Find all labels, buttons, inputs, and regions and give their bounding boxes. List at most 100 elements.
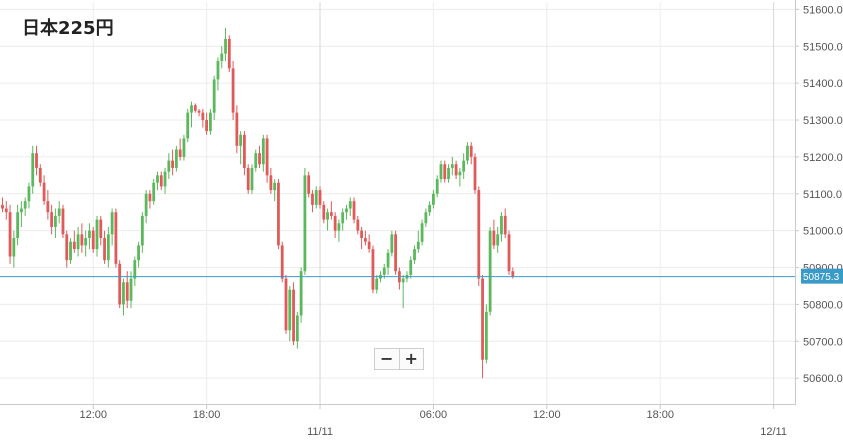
- candle: [65, 230, 69, 268]
- candle: [227, 35, 231, 73]
- candle: [152, 179, 156, 205]
- candle-body: [8, 212, 12, 257]
- candle: [23, 197, 27, 216]
- candle: [182, 134, 186, 161]
- candle: [322, 201, 326, 224]
- candle-body: [159, 175, 163, 187]
- candle-body: [435, 179, 439, 194]
- candle-body: [133, 260, 137, 279]
- candle: [201, 108, 205, 128]
- candle-body: [288, 289, 292, 331]
- candle-body: [345, 208, 348, 213]
- candle: [386, 249, 390, 275]
- candle-body: [503, 215, 507, 235]
- candle-body: [246, 167, 250, 191]
- candle: [216, 57, 220, 91]
- candle: [224, 27, 227, 62]
- candle: [303, 167, 307, 275]
- candle: [122, 278, 125, 316]
- candle: [31, 145, 35, 194]
- y-tick-label: 50800.0: [803, 299, 843, 311]
- candle: [80, 223, 84, 253]
- candle: [35, 145, 38, 176]
- candle: [42, 175, 46, 205]
- candle: [156, 171, 159, 191]
- candle: [458, 167, 462, 187]
- candle: [277, 179, 280, 250]
- zoom-out-button[interactable]: −: [375, 349, 399, 369]
- candle: [254, 149, 258, 172]
- y-tick-label: 51200.0: [803, 152, 843, 164]
- candle: [8, 204, 12, 264]
- candle-body: [227, 38, 231, 69]
- candle: [496, 226, 500, 253]
- candle: [174, 145, 178, 172]
- candle: [466, 142, 469, 165]
- candle: [341, 208, 345, 231]
- candle-body: [235, 112, 239, 146]
- candle: [428, 201, 432, 216]
- candle-body: [439, 164, 443, 180]
- candle-body: [382, 267, 386, 275]
- candle: [447, 164, 450, 183]
- candle-body: [95, 219, 99, 250]
- y-tick-label: 51300.0: [803, 115, 843, 127]
- candle: [371, 245, 375, 294]
- candle: [363, 230, 367, 246]
- candle-body: [322, 204, 326, 220]
- candle: [311, 190, 314, 213]
- y-tick-label: 50700.0: [803, 336, 843, 348]
- candle: [481, 274, 484, 379]
- zoom-in-button[interactable]: +: [398, 349, 424, 369]
- candle-body: [118, 263, 122, 305]
- candle-body: [311, 193, 314, 205]
- candle-body: [352, 201, 356, 220]
- candle-body: [500, 215, 503, 235]
- candle: [307, 171, 311, 198]
- candle-body: [54, 215, 57, 227]
- candle: [424, 208, 428, 227]
- candle-body: [243, 134, 246, 168]
- candle-body: [254, 153, 258, 168]
- candle-body: [484, 311, 488, 360]
- candle: [292, 282, 295, 345]
- candle-body: [473, 156, 477, 191]
- candle: [144, 190, 148, 224]
- candle: [140, 212, 144, 253]
- candle: [398, 267, 401, 290]
- candle-body: [167, 160, 171, 172]
- candle-body: [356, 219, 360, 231]
- candle: [16, 204, 20, 246]
- candle-body: [88, 230, 91, 239]
- candle: [401, 274, 405, 309]
- candle: [167, 153, 171, 180]
- candle-body: [458, 171, 462, 176]
- candle: [488, 226, 492, 316]
- candle-body: [454, 164, 458, 176]
- candle: [409, 256, 413, 279]
- candle: [20, 201, 23, 227]
- candle-body: [299, 271, 303, 316]
- candle-body: [318, 190, 322, 205]
- candle: [38, 164, 42, 187]
- candle-body: [182, 138, 186, 157]
- candle: [295, 311, 299, 349]
- candle: [171, 149, 174, 176]
- candle: [129, 271, 133, 309]
- candle: [209, 108, 212, 135]
- candle-body: [110, 212, 114, 235]
- candle: [163, 167, 167, 194]
- candle: [27, 182, 31, 209]
- candle: [61, 204, 65, 239]
- candle: [231, 61, 235, 121]
- candle-body: [394, 234, 398, 272]
- candle-body: [12, 238, 16, 257]
- candle: [390, 230, 394, 257]
- candle: [269, 167, 273, 194]
- candle: [137, 241, 140, 268]
- candle: [88, 223, 91, 250]
- candle: [450, 156, 454, 176]
- candle-body: [156, 175, 159, 183]
